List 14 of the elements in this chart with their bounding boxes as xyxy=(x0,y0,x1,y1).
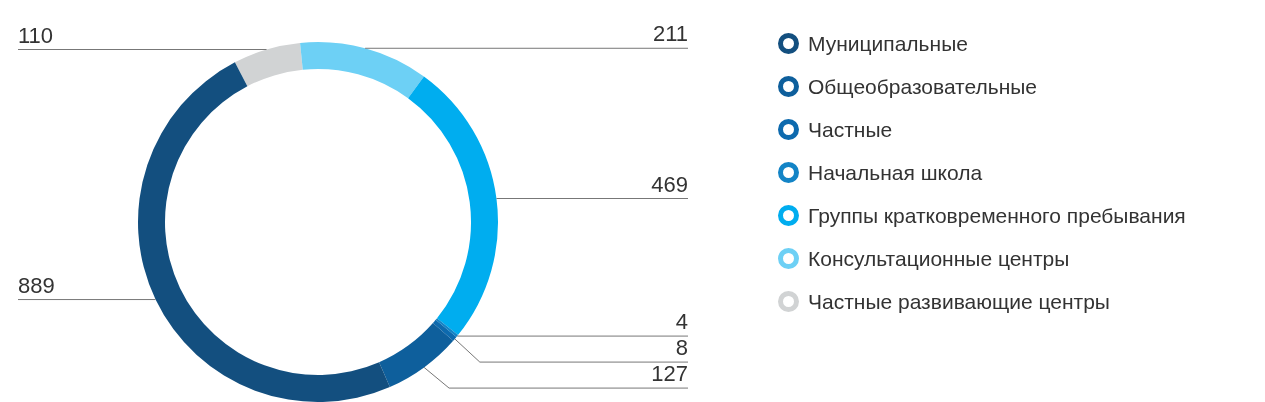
legend-label: Начальная школа xyxy=(808,160,983,185)
data-label: 889 xyxy=(18,272,55,298)
legend-label: Консультационные центры xyxy=(808,246,1070,271)
data-label: 4 xyxy=(675,309,688,335)
data-label: 8 xyxy=(675,335,688,361)
data-label: 469 xyxy=(651,171,688,197)
legend-label: Общеобразовательные xyxy=(808,74,1038,99)
data-label: 110 xyxy=(18,22,54,48)
legend-label: Частные xyxy=(808,117,893,142)
legend-label: Группы кратковременного пребывания xyxy=(808,203,1186,228)
data-label: 127 xyxy=(651,361,688,387)
legend-label: Муниципальные xyxy=(808,31,968,56)
legend-label: Частные развивающие центры xyxy=(808,289,1110,314)
data-label: 211 xyxy=(652,21,688,47)
